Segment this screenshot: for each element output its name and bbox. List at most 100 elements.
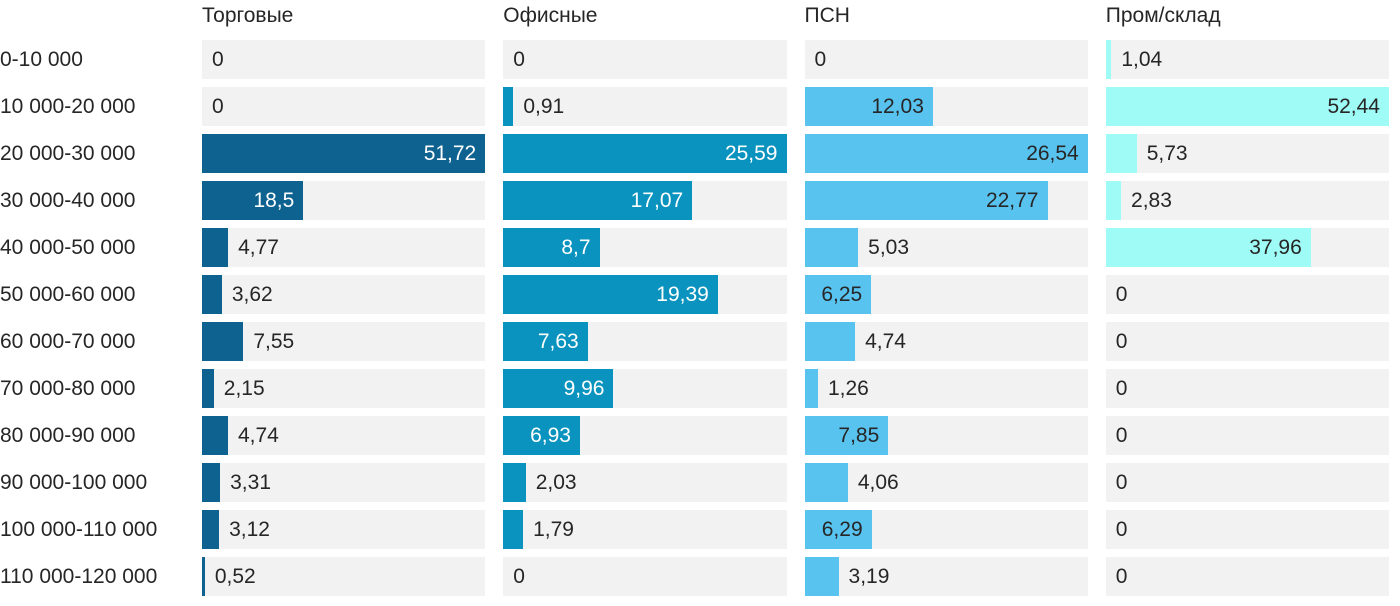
bar-track: 17,07 bbox=[503, 181, 787, 220]
corner-spacer bbox=[0, 2, 184, 32]
bar-value-label: 2,83 bbox=[1131, 189, 1172, 212]
bar: 8,7 bbox=[503, 228, 600, 267]
bar-track: 7,55 bbox=[202, 322, 486, 361]
bar-track: 0,52 bbox=[202, 557, 486, 596]
row-label: 80 000-90 000 bbox=[0, 424, 136, 447]
bar-track: 1,79 bbox=[503, 510, 787, 549]
bar-value-label: 4,77 bbox=[238, 236, 279, 259]
bar: 12,03 bbox=[804, 87, 933, 126]
bar bbox=[804, 322, 856, 361]
bar-track: 0 bbox=[1105, 416, 1389, 455]
column-header: Пром/склад bbox=[1105, 4, 1221, 27]
bar-value-label: 51,72 bbox=[423, 142, 477, 165]
bar-value-label: 7,63 bbox=[537, 330, 579, 353]
bar-track: 2,03 bbox=[503, 463, 787, 502]
bar-track: 4,77 bbox=[202, 228, 486, 267]
bar bbox=[804, 463, 848, 502]
bar-track: 2,83 bbox=[1105, 181, 1389, 220]
bar-track: 4,74 bbox=[202, 416, 486, 455]
bar-track: 25,59 bbox=[503, 134, 787, 173]
bar-value-label: 0 bbox=[1115, 283, 1128, 306]
bar-track: 0 bbox=[804, 40, 1088, 79]
row-label: 0-10 000 bbox=[0, 48, 83, 71]
bar-value-label: 0 bbox=[212, 48, 224, 71]
row-label: 90 000-100 000 bbox=[0, 471, 148, 494]
bar: 22,77 bbox=[804, 181, 1048, 220]
bar bbox=[503, 87, 514, 126]
bar-value-label: 0 bbox=[1115, 424, 1128, 447]
bar-value-label: 2,03 bbox=[535, 471, 577, 494]
bar-value-label: 6,93 bbox=[530, 424, 571, 447]
bar bbox=[202, 557, 205, 596]
column-header: Торговые bbox=[202, 4, 294, 27]
bar: 17,07 bbox=[503, 181, 693, 220]
bar: 6,25 bbox=[804, 275, 872, 314]
bar-value-label: 1,04 bbox=[1121, 48, 1163, 71]
bar-track: 19,39 bbox=[503, 275, 787, 314]
bar-track: 52,44 bbox=[1105, 87, 1389, 126]
bar-value-label: 4,74 bbox=[237, 424, 279, 447]
bar-track: 3,19 bbox=[804, 557, 1088, 596]
bar-value-label: 12,03 bbox=[871, 95, 924, 118]
column-header: Офисные bbox=[503, 4, 598, 27]
row-label: 50 000-60 000 bbox=[0, 283, 136, 306]
bar bbox=[202, 322, 244, 361]
bar-value-label: 7,55 bbox=[253, 330, 295, 353]
bar-track: 6,93 bbox=[503, 416, 787, 455]
bar-value-label: 0 bbox=[1115, 377, 1128, 400]
bar: 7,63 bbox=[503, 322, 588, 361]
bar-track: 3,62 bbox=[202, 275, 486, 314]
bar-track: 0 bbox=[1105, 510, 1389, 549]
row-label: 40 000-50 000 bbox=[0, 236, 136, 259]
bar-value-label: 0 bbox=[1115, 565, 1128, 588]
bar-value-label: 22,77 bbox=[985, 189, 1039, 212]
bar bbox=[804, 557, 839, 596]
row-label: 10 000-20 000 bbox=[0, 95, 136, 118]
bar-value-label: 6,29 bbox=[821, 518, 863, 541]
bar-track: 12,03 bbox=[804, 87, 1088, 126]
bar bbox=[202, 510, 220, 549]
row-label: 20 000-30 000 bbox=[0, 142, 136, 165]
bar-value-label: 3,12 bbox=[229, 518, 270, 541]
bar-track: 4,74 bbox=[804, 322, 1088, 361]
bar-value-label: 0 bbox=[513, 48, 525, 71]
bar-value-label: 18,5 bbox=[253, 189, 295, 212]
bar: 18,5 bbox=[202, 181, 304, 220]
bar-track: 0 bbox=[503, 40, 787, 79]
bar bbox=[804, 369, 818, 408]
bar-value-label: 0,52 bbox=[214, 565, 256, 588]
bar-value-label: 2,15 bbox=[223, 377, 265, 400]
bar: 6,93 bbox=[503, 416, 580, 455]
bar: 6,29 bbox=[804, 510, 872, 549]
bar-value-label: 0 bbox=[513, 565, 525, 588]
bar-track: 0 bbox=[1105, 275, 1389, 314]
bar: 37,96 bbox=[1105, 228, 1311, 267]
bar-value-label: 1,26 bbox=[827, 377, 869, 400]
bar-track: 22,77 bbox=[804, 181, 1088, 220]
bar-value-label: 5,73 bbox=[1146, 142, 1188, 165]
bar-track: 0 bbox=[1105, 369, 1389, 408]
bar-value-label: 0 bbox=[814, 48, 827, 71]
bar-value-label: 26,54 bbox=[1026, 142, 1079, 165]
bar-track: 3,12 bbox=[202, 510, 486, 549]
row-label: 60 000-70 000 bbox=[0, 330, 136, 353]
bar-track: 26,54 bbox=[804, 134, 1088, 173]
bar-track: 3,31 bbox=[202, 463, 486, 502]
bar-value-label: 3,19 bbox=[848, 565, 890, 588]
bar-value-label: 0 bbox=[212, 95, 224, 118]
bar-track: 0 bbox=[1105, 557, 1389, 596]
bar-track: 7,85 bbox=[804, 416, 1088, 455]
bar-track: 0 bbox=[202, 40, 486, 79]
bar: 26,54 bbox=[804, 134, 1088, 173]
bar bbox=[503, 510, 524, 549]
bar-value-label: 3,62 bbox=[231, 283, 273, 306]
bar-track: 6,25 bbox=[804, 275, 1088, 314]
bar-track: 0 bbox=[503, 557, 787, 596]
row-label: 30 000-40 000 bbox=[0, 189, 136, 212]
bar-track: 2,15 bbox=[202, 369, 486, 408]
bar-track: 1,26 bbox=[804, 369, 1088, 408]
bar: 9,96 bbox=[503, 369, 614, 408]
row-label: 100 000-110 000 bbox=[0, 518, 158, 541]
bar: 19,39 bbox=[503, 275, 718, 314]
